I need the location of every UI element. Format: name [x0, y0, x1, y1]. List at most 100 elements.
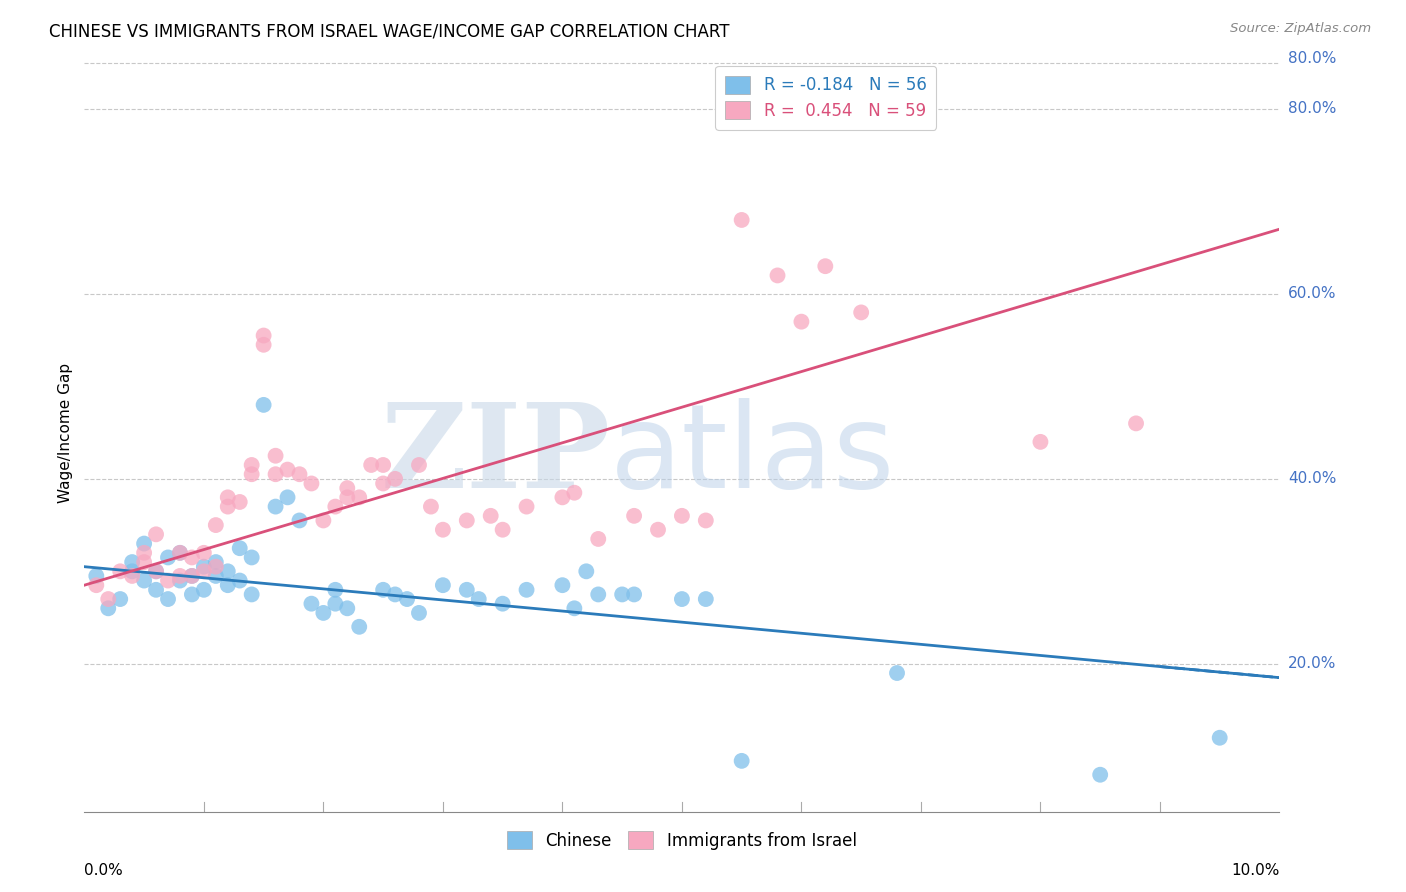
Point	[731, 213, 754, 227]
Point	[132, 536, 156, 550]
Point	[240, 467, 263, 482]
Point	[766, 268, 789, 283]
Point	[301, 476, 323, 491]
Point	[349, 620, 371, 634]
Point	[86, 578, 108, 592]
Point	[97, 601, 120, 615]
Text: 80.0%: 80.0%	[1288, 51, 1336, 66]
Text: 80.0%: 80.0%	[1288, 102, 1336, 117]
Point	[360, 458, 382, 472]
Point	[97, 592, 120, 607]
Point	[169, 574, 191, 588]
Point	[790, 315, 813, 329]
Point	[588, 587, 610, 601]
Point	[181, 587, 204, 601]
Point	[217, 491, 239, 505]
Point	[264, 467, 287, 482]
Text: ZIP: ZIP	[380, 398, 610, 513]
Point	[1209, 731, 1232, 745]
Text: CHINESE VS IMMIGRANTS FROM ISRAEL WAGE/INCOME GAP CORRELATION CHART: CHINESE VS IMMIGRANTS FROM ISRAEL WAGE/I…	[49, 22, 730, 40]
Text: 20.0%: 20.0%	[1288, 657, 1336, 672]
Point	[492, 597, 515, 611]
Point	[264, 500, 287, 514]
Point	[373, 582, 395, 597]
Point	[205, 569, 228, 583]
Point	[228, 541, 252, 556]
Point	[217, 578, 239, 592]
Point	[110, 564, 132, 578]
Point	[312, 606, 335, 620]
Point	[240, 550, 263, 565]
Point	[157, 550, 180, 565]
Point	[193, 582, 215, 597]
Text: 0.0%: 0.0%	[84, 863, 124, 878]
Point	[814, 259, 837, 273]
Point	[205, 518, 228, 533]
Point	[516, 500, 538, 514]
Point	[551, 491, 574, 505]
Point	[336, 601, 359, 615]
Point	[336, 491, 359, 505]
Point	[731, 754, 754, 768]
Point	[349, 491, 371, 505]
Point	[301, 597, 323, 611]
Point	[145, 564, 167, 578]
Point	[121, 569, 143, 583]
Point	[264, 449, 287, 463]
Point	[1090, 768, 1112, 782]
Point	[253, 338, 276, 352]
Text: 10.0%: 10.0%	[1232, 863, 1279, 878]
Point	[408, 606, 430, 620]
Point	[456, 513, 478, 527]
Text: atlas: atlas	[610, 398, 896, 513]
Point	[277, 491, 299, 505]
Point	[217, 500, 239, 514]
Point	[157, 574, 180, 588]
Point	[564, 485, 586, 500]
Point	[551, 578, 574, 592]
Point	[169, 546, 191, 560]
Point	[384, 587, 406, 601]
Point	[432, 523, 454, 537]
Point	[132, 574, 156, 588]
Point	[564, 601, 586, 615]
Point	[181, 569, 204, 583]
Point	[240, 587, 263, 601]
Point	[253, 328, 276, 343]
Point	[193, 546, 215, 560]
Point	[277, 462, 299, 476]
Point	[420, 500, 443, 514]
Point	[169, 569, 191, 583]
Point	[132, 546, 156, 560]
Point	[325, 500, 347, 514]
Point	[217, 564, 239, 578]
Point	[408, 458, 430, 472]
Point	[145, 527, 167, 541]
Point	[695, 513, 717, 527]
Point	[1029, 434, 1052, 449]
Point	[181, 569, 204, 583]
Point	[288, 513, 311, 527]
Point	[145, 582, 167, 597]
Point	[288, 467, 311, 482]
Text: 40.0%: 40.0%	[1288, 471, 1336, 486]
Point	[110, 592, 132, 607]
Point	[205, 555, 228, 569]
Point	[432, 578, 454, 592]
Legend: Chinese, Immigrants from Israel: Chinese, Immigrants from Israel	[501, 824, 863, 856]
Point	[325, 582, 347, 597]
Point	[623, 587, 645, 601]
Point	[228, 574, 252, 588]
Point	[373, 458, 395, 472]
Point	[396, 592, 419, 607]
Point	[516, 582, 538, 597]
Point	[384, 472, 406, 486]
Text: Source: ZipAtlas.com: Source: ZipAtlas.com	[1230, 22, 1371, 36]
Y-axis label: Wage/Income Gap: Wage/Income Gap	[58, 362, 73, 503]
Point	[193, 559, 215, 574]
Point	[228, 495, 252, 509]
Point	[169, 546, 191, 560]
Point	[205, 559, 228, 574]
Point	[671, 592, 693, 607]
Point	[121, 555, 143, 569]
